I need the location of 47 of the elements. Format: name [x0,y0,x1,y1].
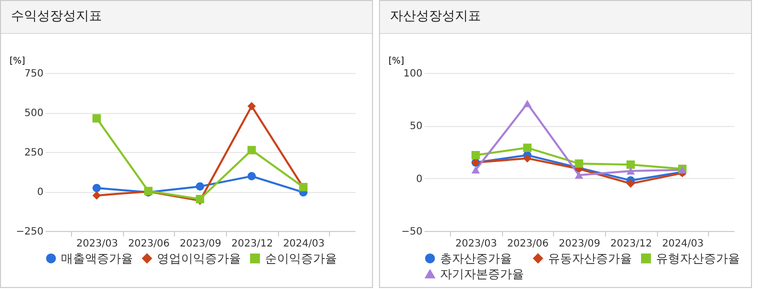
x-tick-label: 2024/03 [662,238,704,250]
y-axis-title: [%] [10,56,26,66]
point [196,182,204,191]
legend-label: 순이익증가율 [265,251,337,266]
x-tick-label: 2023/06 [128,238,170,250]
y-tick-label: 250 [24,148,44,158]
x-tick-label: 2023/03 [455,238,497,250]
y-tick-label: 100 [403,68,422,80]
x-tick-label: 2023/03 [76,238,118,250]
chart-title: 자산성장성지표 [380,1,751,34]
point [574,159,584,168]
point [523,100,532,108]
legend-label: 유형자산증가율 [656,251,740,266]
point [247,172,256,180]
y-tick-label: 50 [410,121,422,132]
y-tick-label: 750 [24,68,44,80]
legend-label: 매출액증가율 [61,251,133,266]
point [626,167,635,175]
point [92,184,101,192]
y-tick-label: 500 [24,108,44,119]
x-tick-label: 2023/09 [558,238,600,250]
point [626,179,635,188]
y-tick-label: 0 [416,174,422,185]
point [626,160,635,169]
legend-label: 영업이익증가율 [157,251,241,266]
x-tick-label: 2023/06 [507,238,549,250]
legend-label: 총자산증가율 [440,251,512,266]
point [92,114,101,123]
point [247,102,256,110]
x-tick-label: 2023/09 [180,238,222,250]
x-tick-label: 2024/03 [283,238,325,250]
point [523,154,532,163]
point [523,144,532,152]
point [471,150,480,160]
y-tick-label: 0 [37,187,44,198]
legend-label: 유동자산증가율 [548,251,632,266]
y-axis-title: [%] [388,56,404,66]
point [92,191,101,200]
x-tick-label: 2023/12 [610,238,652,250]
legend-label: 자기자본증가율 [440,267,524,281]
point [247,146,256,154]
chart-title: 수익성장성지표 [1,1,372,34]
x-tick-label: 2023/12 [231,238,273,250]
y-tick-label: −50 [401,226,422,238]
point [574,172,584,179]
y-tick-label: −250 [16,226,44,238]
point [471,166,480,174]
